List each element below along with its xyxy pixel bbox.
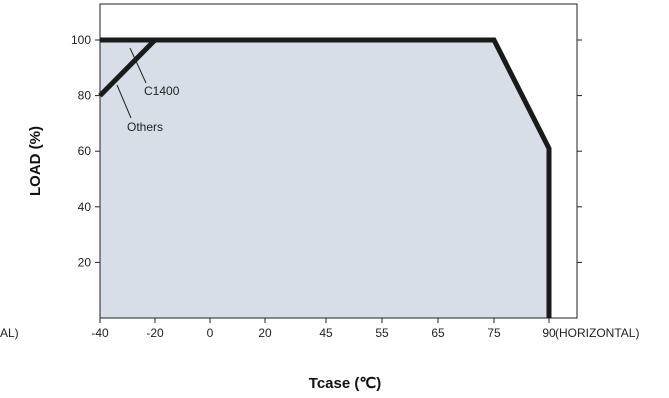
x-tick-label: 0: [207, 326, 214, 340]
leader-line-c1400: [129, 47, 147, 84]
area-fill: [100, 40, 549, 318]
x-tick-label: -20: [146, 326, 164, 340]
x-tick-label: 65: [431, 326, 445, 340]
annotation-others: Others: [127, 120, 163, 134]
y-tick-label: 20: [78, 255, 92, 269]
series-line-others: [98, 38, 157, 98]
annotation-c1400: C1400: [144, 84, 180, 98]
safe-operating-area: [100, 40, 549, 318]
x-tick-label: 45: [319, 326, 333, 340]
series-line-c1400: [100, 37, 552, 318]
leader-line-others: [116, 84, 132, 119]
series-lines: [98, 37, 552, 318]
x-tick-label: 75: [487, 326, 501, 340]
annotations: C1400 Others: [116, 47, 180, 134]
y-tick-label: 80: [78, 89, 92, 103]
x-tick-label: 20: [258, 326, 272, 340]
x-tick-label: 90: [542, 326, 556, 340]
x-tick-label: -40: [91, 326, 109, 340]
y-axis-title: LOAD (%): [27, 126, 44, 196]
y-tick-label: 100: [71, 33, 91, 47]
plot-frame: [99, 3, 578, 319]
left-edge-clipped-label: AL): [0, 326, 19, 340]
x-axis-suffix: (HORIZONTAL): [555, 326, 639, 340]
x-axis-ticks: -40 -20 0 20 45 55 65 75 90: [91, 318, 556, 340]
y-tick-label: 60: [78, 144, 92, 158]
x-axis-title: Tcase (℃): [309, 375, 381, 392]
y-axis-ticks: 20 40 60 80 100: [71, 33, 582, 269]
y-tick-label: 40: [78, 200, 92, 214]
x-tick-label: 55: [375, 326, 389, 340]
